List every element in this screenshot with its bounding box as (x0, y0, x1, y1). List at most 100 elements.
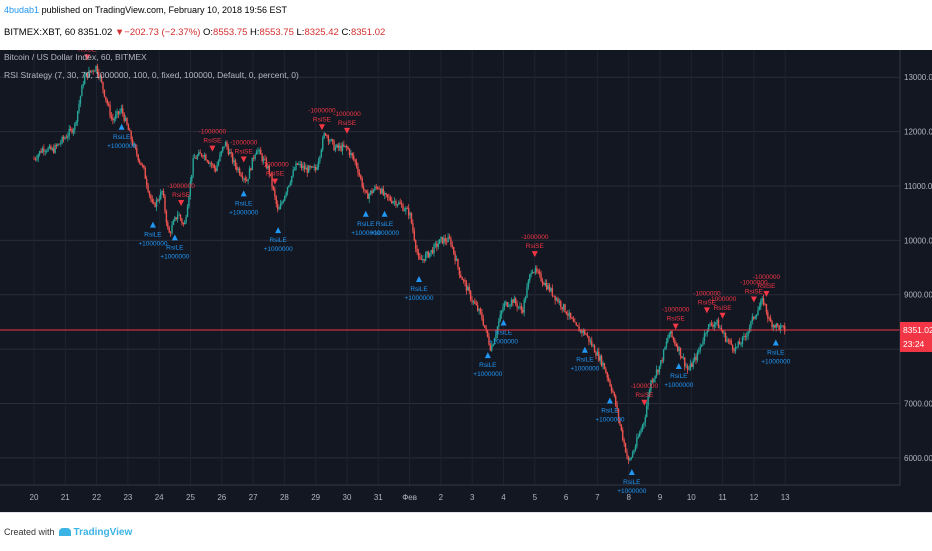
candle-body (398, 202, 400, 205)
sell-arrow-icon (318, 124, 325, 131)
candle-body (347, 147, 349, 150)
candle-body (636, 437, 638, 447)
candle-body (320, 149, 323, 157)
candle-body (199, 152, 201, 154)
candle-body (626, 452, 628, 457)
candle-body (479, 308, 482, 313)
sell-arrow-icon (750, 296, 757, 303)
candle-body (375, 186, 377, 188)
candle-body (89, 70, 92, 72)
candle-body (112, 117, 114, 121)
candle-body (451, 245, 454, 248)
chart-area[interactable]: -1000000RsiSE-1000000RsiSE-1000000RsiSE-… (0, 50, 932, 512)
time-tick-label: 30 (343, 493, 352, 502)
candle-body (110, 115, 113, 118)
candle-body (160, 191, 162, 200)
candle-body (124, 117, 127, 121)
candle-body (531, 272, 534, 274)
author-link[interactable]: 4budab1 (4, 5, 40, 15)
candle-body (436, 243, 438, 247)
candle-body (99, 77, 101, 78)
candle-body (137, 154, 139, 161)
candle-body (634, 446, 637, 451)
candle-body (445, 241, 448, 243)
price-tick-label: 9000.00 (904, 291, 932, 300)
candle-body (455, 258, 458, 261)
price-tag-value: 8351.02 (903, 325, 932, 335)
candle-body (178, 214, 180, 216)
candle-body (557, 298, 559, 303)
candle-body (610, 386, 613, 391)
buy-qty-label: +1000000 (351, 230, 380, 237)
candle-body (53, 148, 55, 153)
sell-qty-label: -1000000 (521, 234, 549, 241)
candle-body (338, 145, 341, 148)
candle-body (206, 160, 208, 162)
candle-body (350, 153, 352, 155)
buy-qty-label: +1000000 (138, 241, 167, 248)
candle-body (475, 303, 477, 306)
candle-body (360, 175, 362, 179)
buy-signal: RsiLE +1000000 (664, 363, 694, 389)
candle-body (644, 416, 646, 423)
time-tick-label: 13 (781, 493, 790, 502)
candle-body (369, 190, 372, 195)
candle-body (410, 213, 413, 224)
candle-body (106, 99, 108, 104)
buy-arrow-icon (772, 339, 779, 346)
candle-body (196, 155, 199, 159)
candle-body (299, 163, 301, 165)
buy-name-label: RsiLE (576, 357, 594, 364)
candle-body (609, 380, 611, 387)
candle-body (698, 350, 700, 352)
candle-body (696, 351, 699, 361)
candle-body (675, 343, 677, 347)
sell-arrow-icon (178, 199, 185, 206)
low-label: L: (296, 27, 305, 38)
candle-body (478, 308, 480, 311)
candle-body (757, 310, 759, 316)
sell-qty-label: -1000000 (740, 279, 768, 286)
buy-arrow-icon (381, 210, 388, 217)
buy-name-label: RsiLE (623, 479, 641, 486)
buy-name-label: RsiLE (144, 232, 162, 239)
candle-body (386, 194, 389, 197)
legend-strategy[interactable]: RSI Strategy (7, 30, 70, 1000000, 100, 0… (4, 70, 299, 80)
candle-body (120, 108, 123, 112)
candle-body (407, 208, 410, 216)
buy-qty-label: +1000000 (617, 488, 646, 495)
sell-qty-label: -1000000 (753, 274, 781, 281)
candle-body (227, 147, 230, 155)
candle-body (272, 186, 275, 190)
candle-body (433, 244, 435, 254)
candle-body (513, 298, 515, 303)
candle-body (175, 217, 177, 220)
candle-body (579, 329, 582, 332)
candle-body (534, 268, 537, 273)
candle-body (274, 189, 276, 197)
candle-body (624, 443, 627, 453)
candle-body (51, 148, 54, 150)
candle-body (658, 365, 661, 373)
candle-body (736, 346, 738, 348)
candle-body (603, 363, 606, 370)
candle-body (279, 204, 282, 209)
candle-body (458, 267, 461, 275)
buy-signal: RsiLE +1000000 (570, 346, 600, 373)
candle-body (516, 303, 518, 308)
candle-body (706, 330, 708, 334)
sell-name-label: RsiSE (667, 316, 686, 323)
candle-body (64, 137, 66, 139)
candle-body (309, 165, 311, 168)
time-tick-label: Фев (402, 493, 417, 502)
candle-body (337, 144, 339, 148)
candle-body (527, 280, 530, 288)
candle-body (86, 72, 89, 78)
tradingview-brand[interactable]: TradingView (73, 527, 133, 538)
candle-body (703, 333, 706, 342)
time-tick-label: 7 (595, 493, 600, 502)
candle-body (340, 145, 342, 151)
time-axis[interactable]: 20 21 22 23 24 25 26 27 28 29 30 31 Фев 2 3 4 5 6 7 8 9 10 11 1… (0, 484, 900, 502)
candle-body (440, 236, 442, 240)
candle-body (669, 331, 672, 334)
